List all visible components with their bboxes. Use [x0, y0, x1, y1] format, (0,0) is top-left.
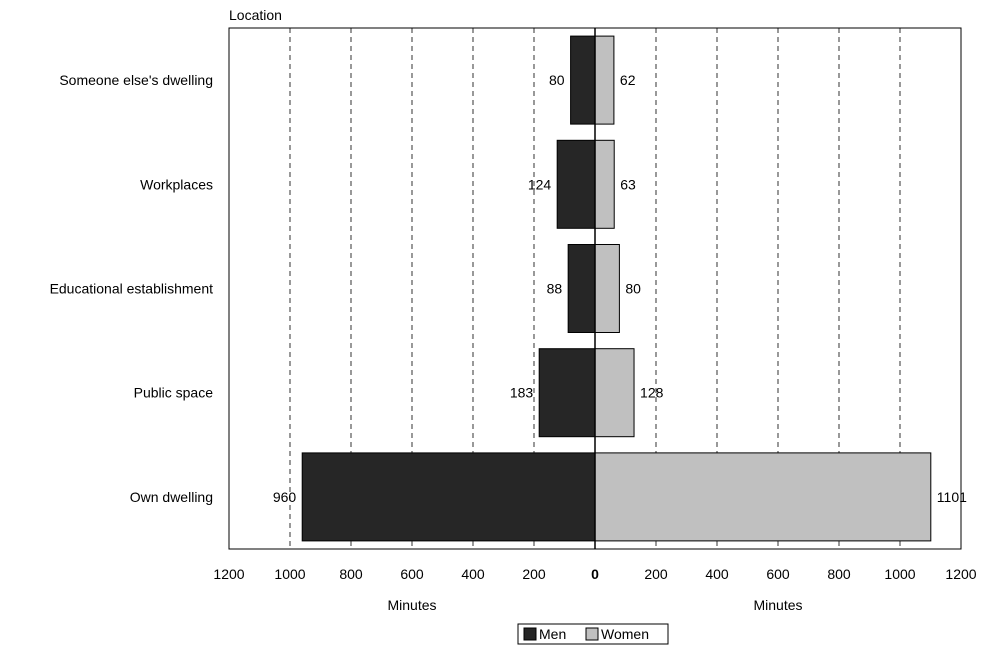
category-label: Workplaces: [140, 176, 213, 192]
x-tick-label: 400: [705, 566, 729, 582]
x-tick-label: 1200: [213, 566, 244, 582]
right-axis-label: Minutes: [753, 597, 802, 613]
data-label-women: 80: [625, 281, 641, 297]
bar-women: [594, 452, 932, 542]
category-labels: Someone else's dwelling Workplaces Educati…: [50, 72, 214, 505]
left-axis-label: Minutes: [387, 597, 436, 613]
bar-women: [594, 244, 620, 333]
bar-men: [567, 244, 596, 333]
legend-label-women: Women: [601, 626, 649, 642]
data-label-women: 1101: [937, 489, 967, 505]
category-label: Own dwelling: [130, 489, 213, 505]
x-tick-label: 800: [827, 566, 851, 582]
category-label: Someone else's dwelling: [59, 72, 213, 88]
x-tick-label: 1200: [945, 566, 976, 582]
x-tick-label: 0: [591, 566, 599, 582]
x-tick-label: 1000: [274, 566, 305, 582]
x-tick-label: 1000: [884, 566, 915, 582]
data-label-men: 960: [273, 489, 297, 505]
bar-men: [556, 139, 596, 229]
data-label-men: 183: [510, 385, 534, 401]
bar-men: [570, 35, 596, 125]
location-label: Location: [229, 7, 282, 23]
data-label-men: 88: [547, 281, 563, 297]
bar-men: [538, 348, 596, 438]
category-label: Public space: [134, 385, 214, 401]
x-tick-label: 200: [644, 566, 668, 582]
x-tick-label: 600: [400, 566, 424, 582]
data-label-women: 62: [620, 72, 636, 88]
data-label-men: 80: [549, 72, 565, 88]
bar-women: [594, 139, 615, 229]
x-tick-label: 800: [339, 566, 363, 582]
x-tick-label: 600: [766, 566, 790, 582]
data-label-women: 63: [620, 176, 636, 192]
tick-labels: 1200 1000 800 600 400 200 0 200 400 600 800 1000 120…: [213, 566, 976, 582]
legend-label-men: Men: [539, 626, 566, 642]
legend-swatch-men: [523, 627, 537, 641]
category-label: Educational establishment: [50, 281, 214, 297]
bar-men: [301, 452, 596, 542]
legend-swatch-women: [585, 627, 599, 641]
data-label-men: 124: [528, 176, 552, 192]
bar-women: [594, 348, 635, 438]
x-tick-label: 400: [461, 566, 485, 582]
bars-layer: 80 62 124 63 88 80 183 128 960 1101: [273, 35, 967, 542]
data-label-women: 128: [640, 385, 664, 401]
legend: Men Women: [517, 623, 669, 645]
x-tick-label: 200: [522, 566, 546, 582]
bar-women: [594, 35, 615, 125]
